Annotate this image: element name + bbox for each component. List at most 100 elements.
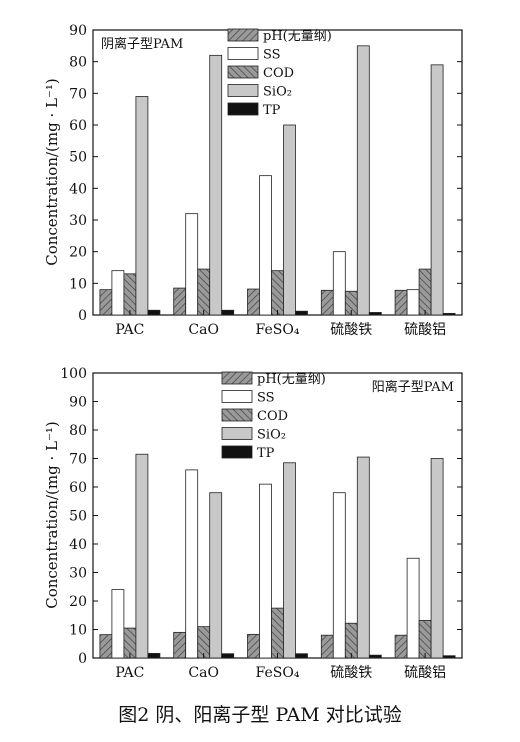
bar-ph-1 [99,634,113,659]
legend-label-tp: TP [263,103,281,118]
bar-ss-1 [111,270,125,316]
bar-ss-3 [259,175,272,316]
y-tick-label: 50 [69,509,87,525]
legend-label-sio2: SiO₂ [257,428,286,443]
bar-sio2-5 [430,458,444,659]
bar-ss-3 [259,483,272,659]
bar-tp-3 [295,310,308,316]
bar-ph-3 [247,288,260,316]
bar-ph-4 [320,289,334,316]
bar-sio2-1 [135,96,149,316]
y-tick-label: 60 [69,480,87,496]
y-tick-label: 40 [69,537,87,553]
legend-swatch-sio2 [221,427,253,440]
y-tick-label: 90 [69,395,87,411]
bar-ss-5 [406,289,420,316]
bar-cod-2 [197,268,211,316]
bar-tp-5 [442,313,456,316]
bar-tp-4 [368,654,382,659]
bar-tp-5 [442,655,456,659]
bar-ph-2 [173,631,187,659]
x-tick-label: CaO [188,665,219,681]
y-tick-label: 20 [69,594,87,610]
bar-sio2-4 [356,456,370,659]
y-axis-label: Concentration/(mg · L⁻¹) [43,78,61,266]
legend-label-cod: COD [257,409,288,424]
legend: pH(无量纲) SS COD SiO₂ TP [221,371,326,461]
y-tick-label: 70 [69,452,87,468]
y-tick-label: 0 [78,308,87,324]
bar-ph-4 [320,634,334,659]
legend-label-ss: SS [263,48,281,63]
y-tick-label: 0 [78,651,87,667]
y-tick-label: 10 [69,276,87,292]
y-tick-label: 100 [60,366,87,382]
legend-swatch-ss [227,47,259,60]
x-tick-label: PAC [115,322,144,338]
bar-ph-5 [394,634,408,659]
legend-swatch-ph [227,28,259,42]
bar-cod-1 [123,273,137,316]
y-tick-label: 60 [69,118,87,134]
bar-ph-1 [99,289,113,316]
legend-label-tp: TP [257,446,275,461]
y-tick-label: 30 [69,213,87,229]
legend-swatch-cod [221,408,253,422]
y-tick-label: 80 [69,423,87,439]
bar-sio2-2 [209,492,223,659]
legend: pH(无量纲) SS COD SiO₂ TP [227,28,332,118]
y-tick-label: 40 [69,181,87,197]
legend-label-ph: pH(无量纲) [263,29,332,44]
y-tick-label: 10 [69,623,87,639]
y-tick-label: 80 [69,55,87,71]
legend-swatch-ss [221,390,253,403]
legend-label-sio2: SiO₂ [263,85,292,100]
bar-ph-5 [394,289,408,316]
y-tick-label: 50 [69,150,87,166]
legend-label-ph: pH(无量纲) [257,372,326,387]
bar-ss-4 [332,251,346,316]
bar-sio2-5 [430,64,444,316]
legend-swatch-tp [221,445,253,459]
figure-caption: 图2 阴、阳离子型 PAM 对比试验 [118,704,402,726]
bar-tp-1 [147,653,161,659]
x-tick-label: 硫酸铁 [330,322,372,338]
x-tick-label: 硫酸铁 [330,665,372,681]
y-tick-label: 70 [69,86,87,102]
x-tick-label: FeSO₄ [256,322,300,338]
bar-ss-4 [332,492,346,659]
x-tick-label: 硫酸铝 [404,322,446,338]
bar-tp-2 [221,309,235,316]
legend-swatch-ph [221,371,253,385]
bar-ss-5 [406,557,420,659]
bar-tp-3 [295,653,308,659]
chart-panel-1: 0 10 20 30 40 50 60 70 80 90 Concentration/(mg · L… [43,23,463,338]
y-tick-label: 90 [69,23,87,39]
bar-cod-5 [418,619,432,659]
bar-ss-1 [111,589,125,659]
legend-swatch-tp [227,102,259,116]
chart-panel-2: 0 10 20 30 40 50 60 70 80 90 100 Concentration/(mg … [43,366,463,681]
bar-cod-5 [418,268,432,316]
legend-label-cod: COD [263,66,294,81]
y-tick-label: 20 [69,245,87,261]
panel-label: 阳离子型PAM [372,379,454,395]
bar-sio2-3 [283,124,296,316]
bar-tp-4 [368,312,382,316]
bar-ss-2 [185,213,199,316]
x-tick-label: FeSO₄ [256,665,300,681]
bar-sio2-2 [209,54,223,316]
bar-ss-2 [185,469,199,659]
x-tick-label: PAC [115,665,144,681]
bar-cod-4 [344,622,358,659]
x-tick-label: 硫酸铝 [404,665,446,681]
bar-tp-2 [221,653,235,659]
bar-cod-3 [271,607,284,659]
x-tick-label: CaO [188,322,219,338]
legend-swatch-sio2 [227,84,259,97]
bar-sio2-4 [356,45,370,316]
bar-tp-1 [147,309,161,316]
legend-label-ss: SS [257,391,275,406]
panel-label: 阴离子型PAM [101,36,183,52]
